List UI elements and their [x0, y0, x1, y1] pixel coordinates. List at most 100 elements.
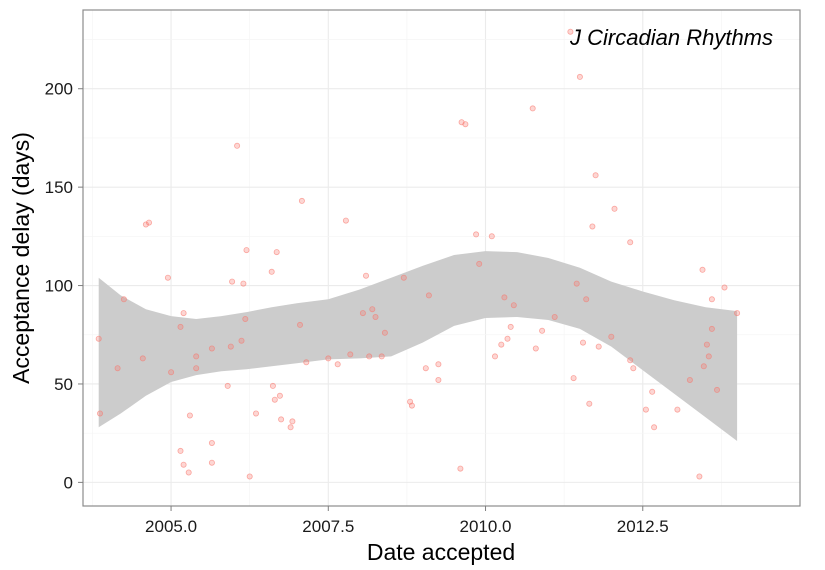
data-point: [532, 345, 539, 352]
x-axis-ticks: 2005.0 2007.5 2010.0 2012.5: [145, 506, 669, 536]
data-point: [240, 280, 247, 287]
data-points: [95, 28, 741, 480]
data-point: [507, 323, 514, 330]
data-point: [400, 274, 407, 281]
data-point: [378, 353, 385, 360]
data-point: [227, 343, 234, 350]
data-point: [168, 369, 175, 376]
data-point: [425, 292, 432, 299]
data-point: [642, 406, 649, 413]
data-point: [700, 363, 707, 370]
data-point: [630, 365, 637, 372]
y-axis-ticks: 0 50 100 150 200: [45, 80, 83, 492]
data-point: [595, 343, 602, 350]
data-point: [298, 197, 305, 204]
data-point: [462, 121, 469, 128]
data-point: [488, 233, 495, 240]
data-point: [573, 280, 580, 287]
data-point: [242, 315, 249, 322]
data-point: [303, 359, 310, 366]
data-point: [457, 465, 464, 472]
data-point: [721, 284, 728, 291]
data-point: [164, 274, 171, 281]
data-point: [289, 418, 296, 425]
data-point: [611, 205, 618, 212]
data-point: [473, 231, 480, 238]
y-axis-title: Acceptance delay (days): [8, 132, 34, 384]
data-point: [347, 351, 354, 358]
data-point: [498, 341, 505, 348]
data-point: [649, 388, 656, 395]
data-point: [589, 223, 596, 230]
plot-border: [82, 9, 801, 507]
data-point: [269, 382, 276, 389]
data-point: [435, 376, 442, 383]
plot-panel: [83, 10, 800, 506]
data-point: [296, 321, 303, 328]
data-point: [696, 473, 703, 480]
y-tick-label: 50: [54, 375, 73, 394]
data-point: [271, 396, 278, 403]
data-point: [422, 365, 429, 372]
y-tick-label: 0: [64, 473, 73, 492]
data-point: [551, 313, 558, 320]
x-axis-title: Date accepted: [367, 539, 515, 565]
x-tick-label: 2007.5: [302, 517, 354, 536]
y-tick-label: 200: [45, 80, 73, 99]
data-point: [510, 302, 517, 309]
data-point: [224, 382, 231, 389]
data-point: [95, 335, 102, 342]
data-point: [608, 333, 615, 340]
chart-title: J Circadian Rhythms: [569, 25, 773, 50]
data-point: [381, 329, 388, 336]
data-point: [186, 412, 193, 419]
data-point: [342, 217, 349, 224]
data-point: [435, 361, 442, 368]
data-point: [278, 416, 285, 423]
data-point: [180, 310, 187, 317]
data-point: [703, 341, 710, 348]
data-point: [372, 313, 379, 320]
data-point: [592, 172, 599, 179]
data-point: [529, 105, 536, 112]
data-point: [334, 361, 341, 368]
data-point: [238, 337, 245, 344]
data-point: [627, 239, 634, 246]
data-point: [699, 266, 706, 273]
data-point: [325, 355, 332, 362]
data-point: [359, 310, 366, 317]
y-tick-label: 150: [45, 178, 73, 197]
data-point: [252, 410, 259, 417]
data-point: [362, 272, 369, 279]
data-point: [627, 357, 634, 364]
data-point: [234, 142, 241, 149]
data-point: [539, 327, 546, 334]
data-point: [708, 325, 715, 332]
data-point: [476, 260, 483, 267]
data-point: [708, 296, 715, 303]
data-point: [586, 400, 593, 407]
data-point: [145, 219, 152, 226]
data-point: [177, 447, 184, 454]
data-point: [177, 323, 184, 330]
data-point: [208, 345, 215, 352]
data-point: [567, 28, 574, 35]
data-point: [180, 461, 187, 468]
data-point: [705, 353, 712, 360]
data-point: [276, 392, 283, 399]
data-point: [114, 365, 121, 372]
data-point: [369, 306, 376, 313]
data-point: [714, 386, 721, 393]
data-point: [576, 73, 583, 80]
x-tick-label: 2012.5: [617, 517, 669, 536]
data-point: [287, 424, 294, 431]
x-tick-label: 2010.0: [460, 517, 512, 536]
data-point: [686, 376, 693, 383]
data-point: [97, 410, 104, 417]
data-point: [570, 375, 577, 382]
data-point: [208, 459, 215, 466]
data-point: [504, 335, 511, 342]
data-point: [142, 221, 149, 228]
data-point: [243, 247, 250, 254]
